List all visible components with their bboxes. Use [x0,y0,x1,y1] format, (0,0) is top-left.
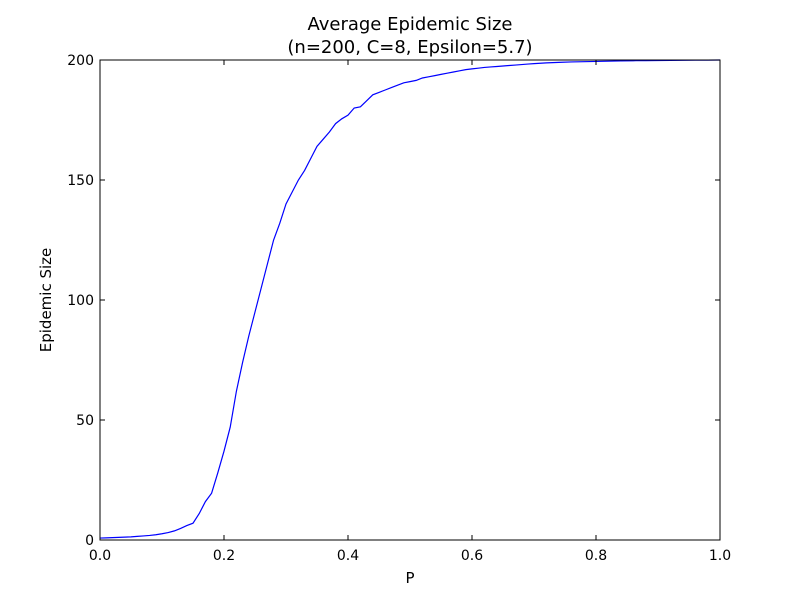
chart-subtitle: (n=200, C=8, Epsilon=5.7) [287,37,532,58]
x-tick-label: 0.8 [585,548,607,564]
x-tick-label: 0.2 [213,548,235,564]
y-tick-label: 0 [85,533,94,549]
x-tick-labels: 0.0 0.2 0.4 0.6 0.8 1.0 [89,548,731,564]
y-tick-label: 100 [67,293,94,309]
plot-frame [99,59,721,541]
y-tick-label: 150 [67,173,94,189]
x-axis-label: P [405,569,414,587]
y-tick-label: 50 [76,413,94,429]
x-tick-label: 0.4 [337,548,359,564]
x-tick-label: 0.6 [461,548,483,564]
epidemic-size-line [99,59,721,539]
x-tick-label: 0.0 [89,548,111,564]
y-tick-label: 200 [67,53,94,69]
y-tick-labels: 0 50 100 150 200 [67,53,94,549]
chart-title: Average Epidemic Size [307,14,512,35]
y-axis-label: Epidemic Size [37,248,55,353]
x-tick-label: 1.0 [709,548,731,564]
plot-area [99,59,721,539]
